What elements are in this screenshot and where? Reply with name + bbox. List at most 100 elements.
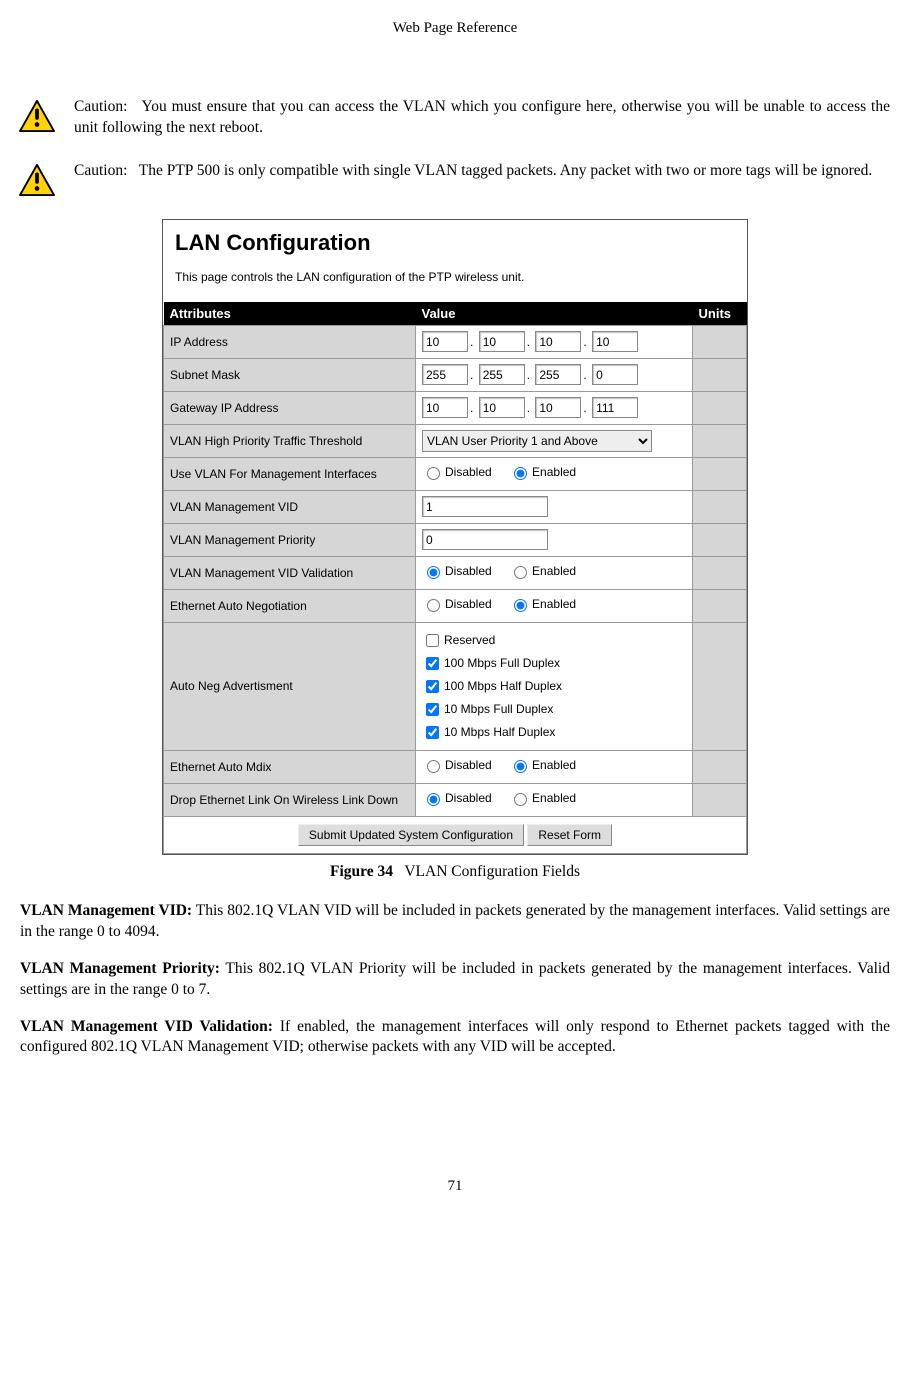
vlan-priority-input[interactable] — [422, 529, 548, 550]
radio-label: Enabled — [532, 791, 576, 805]
ip-octet-input[interactable] — [592, 331, 638, 352]
checkbox-label: 10 Mbps Full Duplex — [444, 702, 553, 716]
row-label: VLAN Management Priority — [164, 523, 416, 556]
vid-validation-enabled-radio[interactable] — [514, 566, 527, 579]
gateway-octet-input[interactable] — [479, 397, 525, 418]
vlan-vid-input[interactable] — [422, 496, 548, 517]
row-label: Ethernet Auto Negotiation — [164, 589, 416, 622]
row-label: Auto Neg Advertisment — [164, 622, 416, 750]
autoneg-10fd-checkbox[interactable] — [426, 703, 439, 716]
row-units — [693, 523, 747, 556]
caution-label: Caution: — [74, 98, 127, 115]
gateway-octet-input[interactable] — [535, 397, 581, 418]
row-label: Use VLAN For Management Interfaces — [164, 457, 416, 490]
table-row: VLAN Management Priority — [164, 523, 747, 556]
row-units — [693, 622, 747, 750]
table-row: Ethernet Auto Mdix Disabled Enabled — [164, 750, 747, 783]
caution-block: Caution: You must ensure that you can ac… — [18, 97, 890, 139]
para-bold: VLAN Management Priority: — [20, 960, 220, 977]
subnet-octet-input[interactable] — [535, 364, 581, 385]
button-row: Submit Updated System Configuration Rese… — [164, 816, 747, 853]
autoneg-100hd-checkbox[interactable] — [426, 680, 439, 693]
gateway-octet-input[interactable] — [422, 397, 468, 418]
screenshot-subtitle: This page controls the LAN configuration… — [163, 258, 747, 302]
radio-label: Enabled — [532, 465, 576, 479]
subnet-octet-input[interactable] — [592, 364, 638, 385]
row-label: VLAN Management VID — [164, 490, 416, 523]
row-units — [693, 750, 747, 783]
table-row: VLAN High Priority Traffic Threshold VLA… — [164, 424, 747, 457]
autoneg-100fd-checkbox[interactable] — [426, 657, 439, 670]
eth-auto-enabled-radio[interactable] — [514, 599, 527, 612]
autoneg-reserved-checkbox[interactable] — [426, 634, 439, 647]
checkbox-label: 100 Mbps Half Duplex — [444, 679, 562, 693]
radio-label: Disabled — [445, 597, 492, 611]
ip-octet-input[interactable] — [535, 331, 581, 352]
table-row: Auto Neg Advertisment Reserved 100 Mbps … — [164, 622, 747, 750]
row-units — [693, 490, 747, 523]
checkbox-label: 10 Mbps Half Duplex — [444, 725, 555, 739]
subnet-octet-input[interactable] — [422, 364, 468, 385]
table-row: Use VLAN For Management Interfaces Disab… — [164, 457, 747, 490]
figure-text: VLAN Configuration Fields — [404, 863, 580, 880]
table-row: Drop Ethernet Link On Wireless Link Down… — [164, 783, 747, 816]
caution-body: The PTP 500 is only compatible with sing… — [139, 162, 873, 179]
page-header: Web Page Reference — [10, 20, 900, 37]
radio-label: Enabled — [532, 758, 576, 772]
eth-auto-disabled-radio[interactable] — [427, 599, 440, 612]
mdix-disabled-radio[interactable] — [427, 760, 440, 773]
table-row: VLAN Management VID — [164, 490, 747, 523]
figure-label: Figure 34 — [330, 863, 393, 880]
vlan-priority-select[interactable]: VLAN User Priority 1 and Above — [422, 430, 652, 452]
table-row: Gateway IP Address . . . — [164, 391, 747, 424]
para-bold: VLAN Management VID Validation: — [20, 1018, 273, 1035]
radio-label: Disabled — [445, 465, 492, 479]
mdix-enabled-radio[interactable] — [514, 760, 527, 773]
row-units — [693, 325, 747, 358]
table-row: IP Address . . . — [164, 325, 747, 358]
vid-validation-disabled-radio[interactable] — [427, 566, 440, 579]
caution-label: Caution: — [74, 162, 127, 179]
row-units — [693, 783, 747, 816]
caution-text: Caution: The PTP 500 is only compatible … — [74, 161, 890, 182]
radio-label: Disabled — [445, 791, 492, 805]
reset-button[interactable]: Reset Form — [527, 824, 612, 846]
page-number: 71 — [10, 1178, 900, 1195]
figure-caption: Figure 34 VLAN Configuration Fields — [10, 863, 900, 881]
checkbox-label: 100 Mbps Full Duplex — [444, 656, 560, 670]
ip-octet-input[interactable] — [422, 331, 468, 352]
row-units — [693, 556, 747, 589]
col-value: Value — [416, 302, 693, 326]
table-row: Subnet Mask . . . — [164, 358, 747, 391]
ip-octet-input[interactable] — [479, 331, 525, 352]
table-row: Ethernet Auto Negotiation Disabled Enabl… — [164, 589, 747, 622]
use-vlan-enabled-radio[interactable] — [514, 467, 527, 480]
subnet-octet-input[interactable] — [479, 364, 525, 385]
caution-text: Caution: You must ensure that you can ac… — [74, 97, 890, 139]
para-bold: VLAN Management VID: — [20, 902, 192, 919]
row-units — [693, 589, 747, 622]
radio-label: Disabled — [445, 564, 492, 578]
autoneg-10hd-checkbox[interactable] — [426, 726, 439, 739]
caution-block: Caution: The PTP 500 is only compatible … — [18, 161, 890, 197]
row-label: IP Address — [164, 325, 416, 358]
checkbox-label: Reserved — [444, 633, 495, 647]
col-units: Units — [693, 302, 747, 326]
drop-link-disabled-radio[interactable] — [427, 793, 440, 806]
body-paragraph: VLAN Management VID Validation: If enabl… — [20, 1017, 890, 1059]
row-units — [693, 358, 747, 391]
radio-label: Disabled — [445, 758, 492, 772]
caution-icon — [18, 163, 56, 197]
row-label: VLAN High Priority Traffic Threshold — [164, 424, 416, 457]
drop-link-enabled-radio[interactable] — [514, 793, 527, 806]
screenshot-title: LAN Configuration — [163, 220, 747, 258]
caution-icon — [18, 99, 56, 133]
body-paragraph: VLAN Management Priority: This 802.1Q VL… — [20, 959, 890, 1001]
row-label: Drop Ethernet Link On Wireless Link Down — [164, 783, 416, 816]
lan-config-screenshot: LAN Configuration This page controls the… — [162, 219, 748, 855]
body-paragraph: VLAN Management VID: This 802.1Q VLAN VI… — [20, 901, 890, 943]
use-vlan-disabled-radio[interactable] — [427, 467, 440, 480]
submit-button[interactable]: Submit Updated System Configuration — [298, 824, 524, 846]
gateway-octet-input[interactable] — [592, 397, 638, 418]
row-units — [693, 391, 747, 424]
